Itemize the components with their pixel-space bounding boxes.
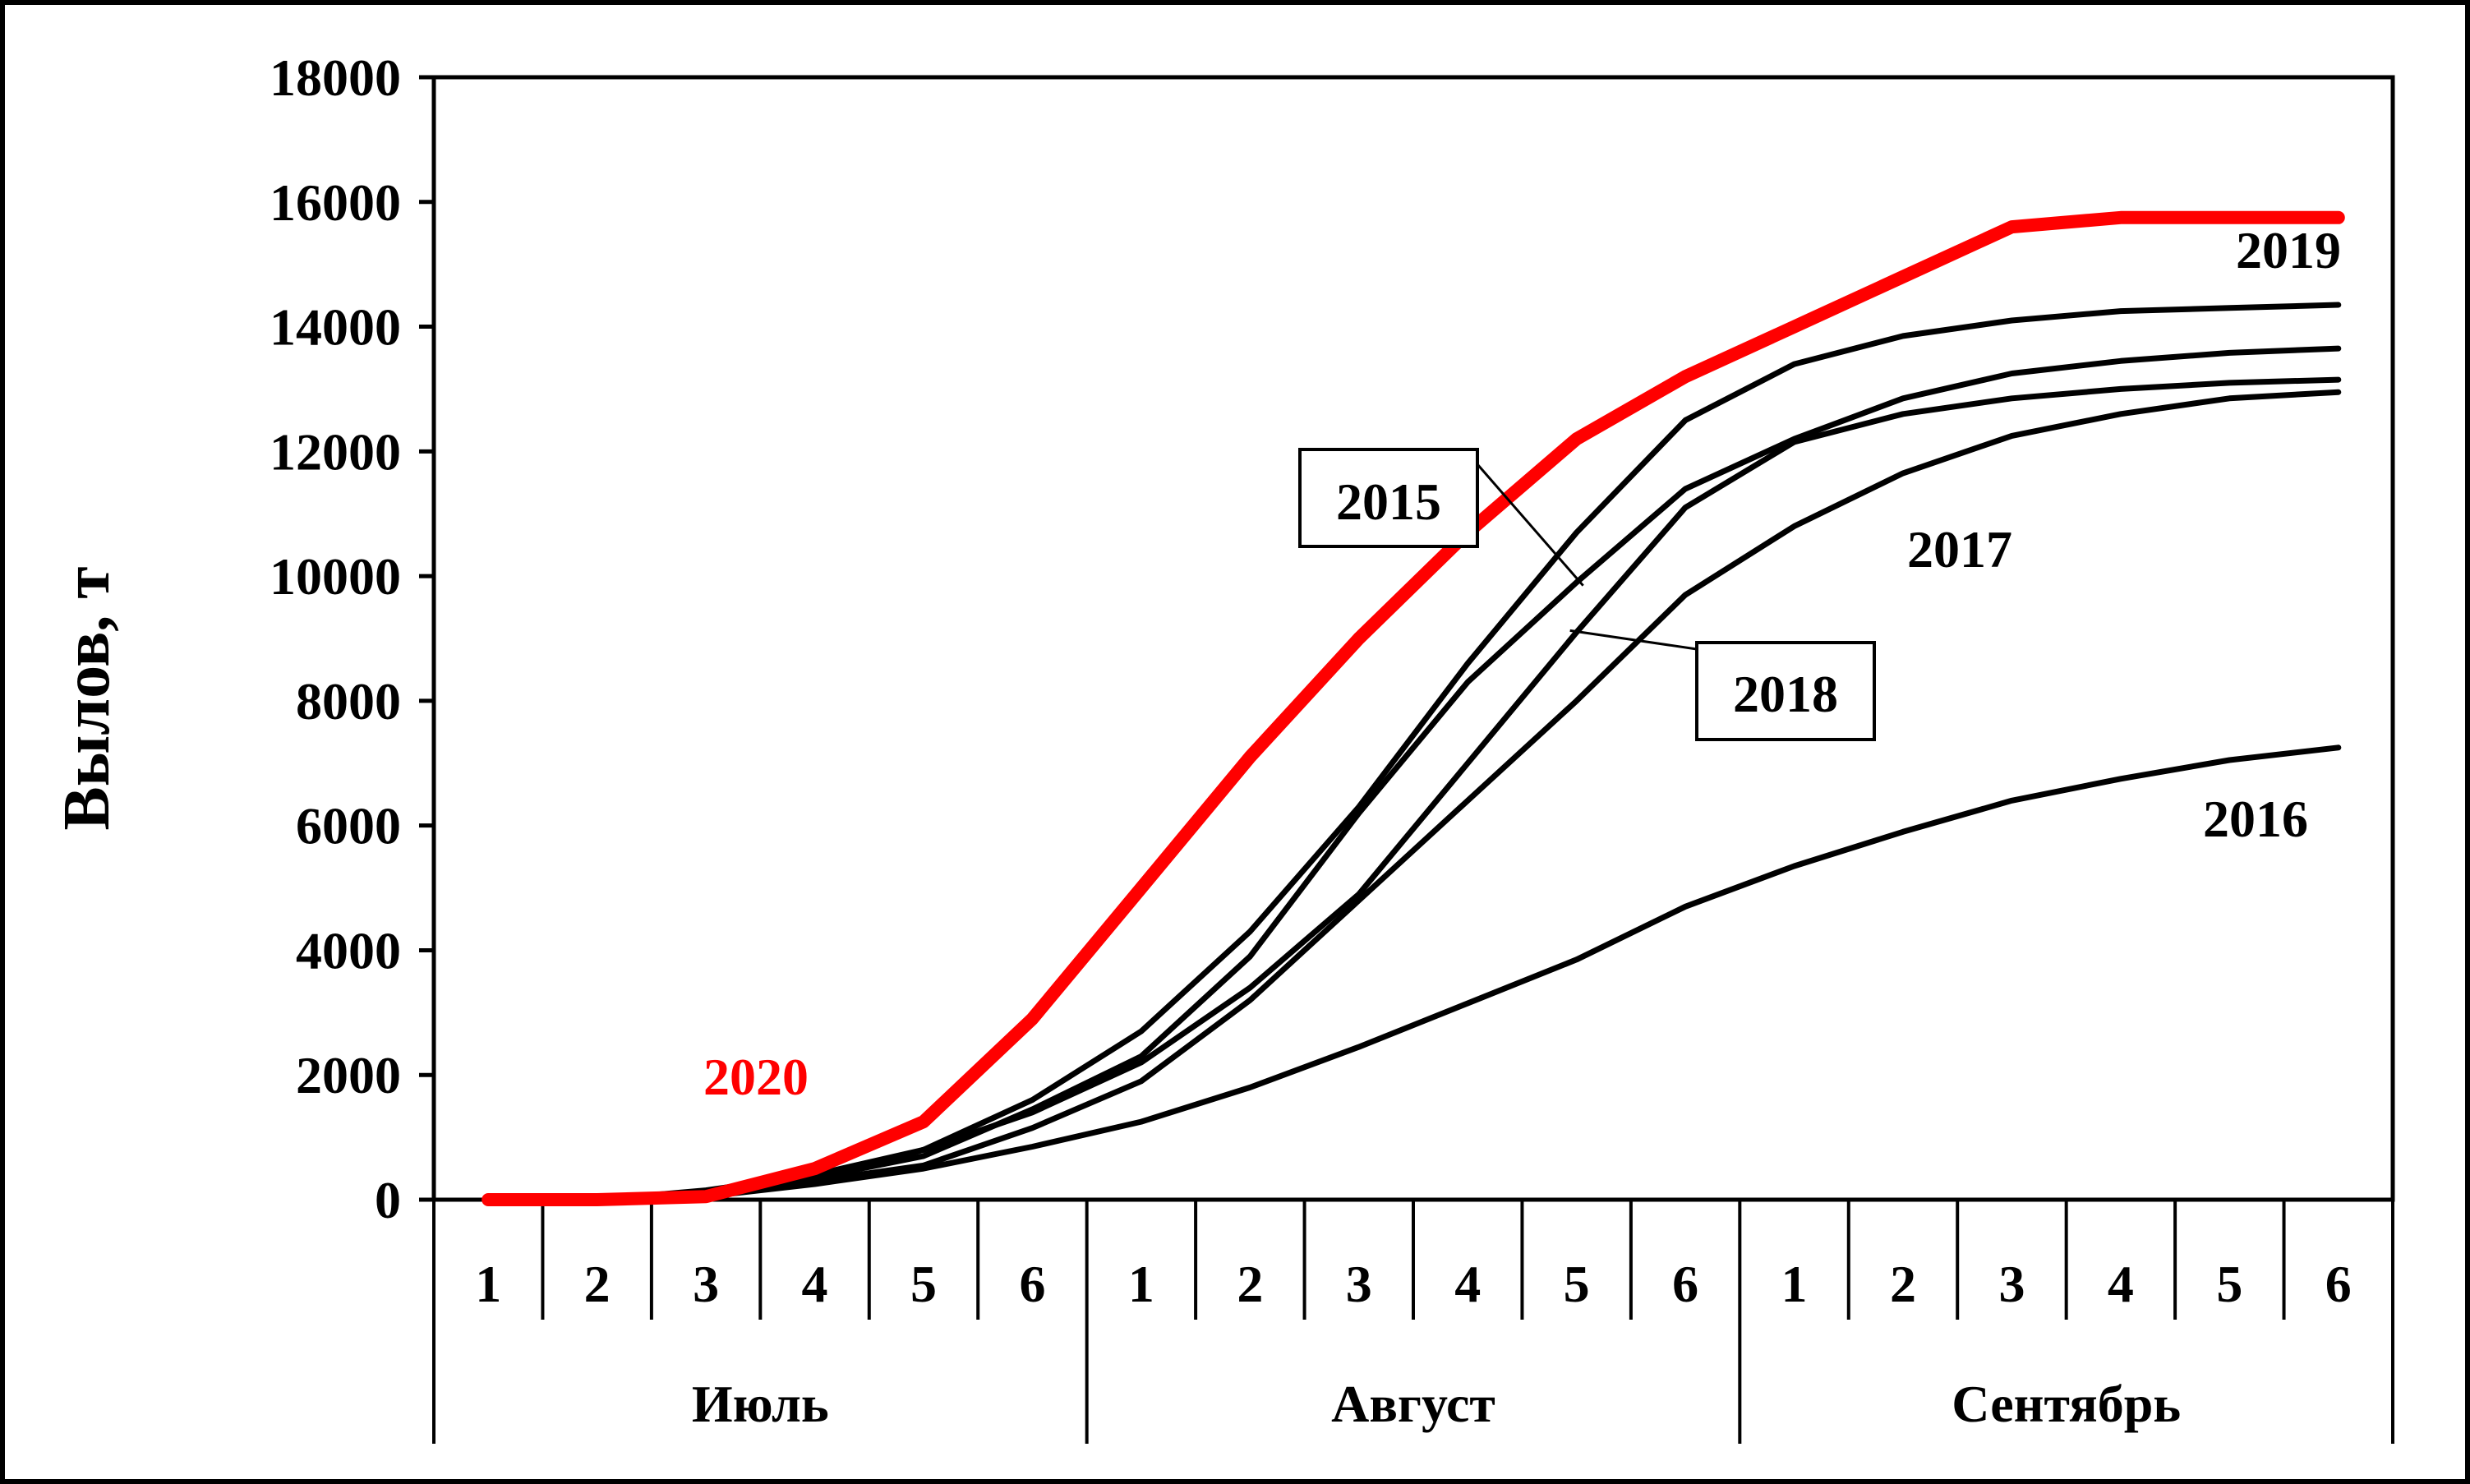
leader-line-2015 bbox=[1476, 463, 1584, 587]
y-tick-label: 14000 bbox=[270, 298, 401, 357]
series-label-2015-box bbox=[1298, 448, 1479, 548]
series-lines bbox=[482, 210, 2345, 1206]
x-tick-label: 2 bbox=[584, 1255, 611, 1313]
y-tick-label: 16000 bbox=[270, 173, 401, 232]
series-line-2016 bbox=[485, 744, 2342, 1203]
series-label-2020: 2020 bbox=[703, 1048, 809, 1106]
month-label: Август bbox=[1331, 1375, 1495, 1433]
x-tick-label: 6 bbox=[1019, 1255, 1045, 1313]
x-tick-label: 4 bbox=[802, 1255, 828, 1313]
x-tick-label: 1 bbox=[1128, 1255, 1154, 1313]
series-label-2016: 2016 bbox=[2203, 790, 2308, 848]
leader-line-2018 bbox=[1569, 629, 1698, 651]
y-tick-label: 6000 bbox=[296, 797, 401, 855]
axes: 0 2000 4000 6000 8000 10000 12000 14000 16000 180… bbox=[270, 48, 2395, 1444]
x-tick-label: 3 bbox=[1998, 1255, 2025, 1313]
x-tick-label: 6 bbox=[2325, 1255, 2352, 1313]
y-tick-label: 10000 bbox=[270, 547, 401, 606]
callouts bbox=[1476, 463, 1698, 651]
x-tick-label: 2 bbox=[1237, 1255, 1263, 1313]
x-tick-label: 6 bbox=[1672, 1255, 1698, 1313]
x-tick-label: 2 bbox=[1890, 1255, 1916, 1313]
series-label-2018-box bbox=[1695, 641, 1876, 741]
month-label: Июль bbox=[692, 1375, 829, 1433]
y-tick-label: 0 bbox=[375, 1171, 401, 1229]
month-label: Сентябрь bbox=[1952, 1375, 2181, 1433]
x-tick-label: 1 bbox=[1781, 1255, 1808, 1313]
series-label-2019: 2019 bbox=[2236, 221, 2341, 279]
y-tick-label: 8000 bbox=[296, 672, 401, 730]
x-tick-label: 5 bbox=[910, 1255, 937, 1313]
x-tick-label: 4 bbox=[1454, 1255, 1481, 1313]
series-label-2018: 2018 bbox=[1733, 665, 1838, 723]
x-tick-label: 3 bbox=[693, 1255, 719, 1313]
series-label-2015: 2015 bbox=[1336, 472, 1441, 531]
series-line-2020 bbox=[482, 210, 2345, 1206]
y-tick-label: 4000 bbox=[296, 921, 401, 979]
y-tick-label: 18000 bbox=[270, 48, 401, 107]
x-tick-label: 1 bbox=[475, 1255, 501, 1313]
y-tick-label: 12000 bbox=[270, 422, 401, 481]
x-tick-label: 5 bbox=[2216, 1255, 2242, 1313]
y-tick-label: 2000 bbox=[296, 1046, 401, 1104]
x-tick-label: 5 bbox=[1564, 1255, 1590, 1313]
x-tick-label: 4 bbox=[2108, 1255, 2134, 1313]
series-label-2017: 2017 bbox=[1907, 520, 2012, 578]
x-tick-label: 3 bbox=[1346, 1255, 1372, 1313]
series-line-2017 bbox=[485, 389, 2342, 1203]
y-axis-label: Вылов, т bbox=[51, 566, 123, 830]
